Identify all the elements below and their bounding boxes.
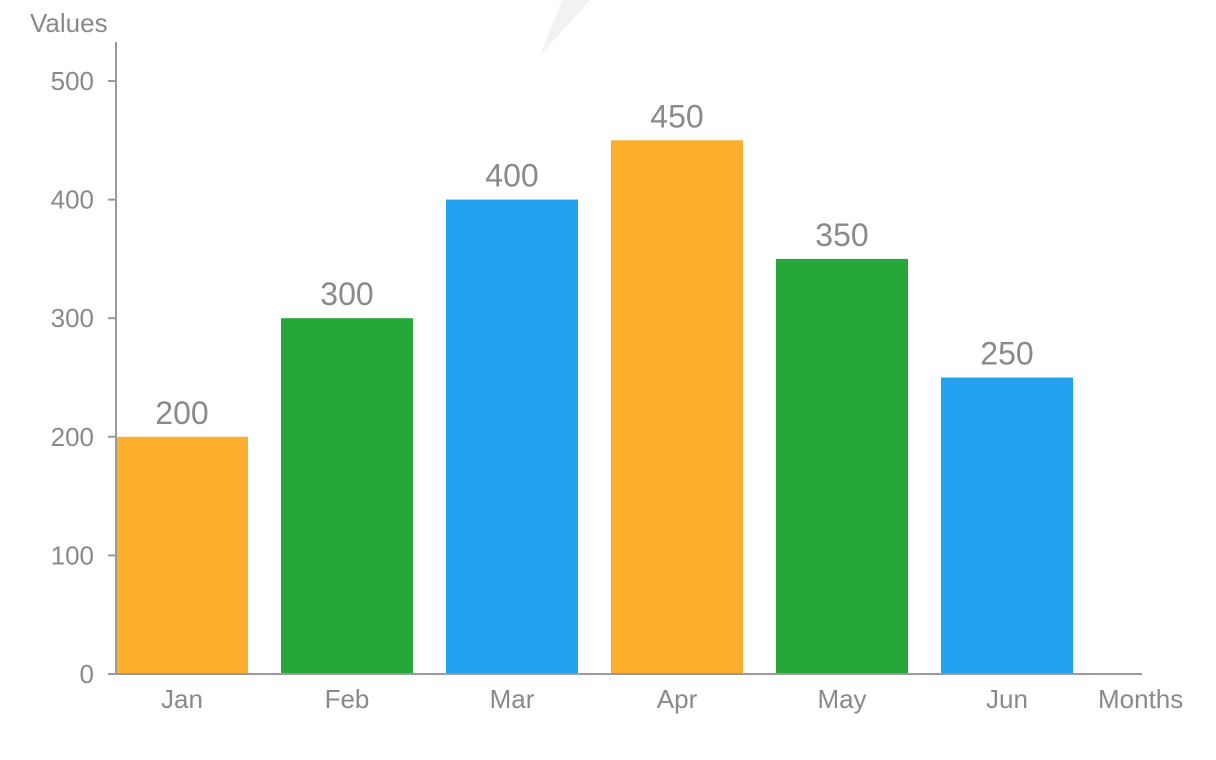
bar-may bbox=[776, 258, 908, 674]
data-label: 450 bbox=[650, 98, 703, 134]
bar-feb bbox=[281, 318, 413, 674]
x-category-label: May bbox=[817, 684, 866, 714]
bar-mar bbox=[446, 199, 578, 674]
x-category-label: Mar bbox=[490, 684, 535, 714]
watermark-shape bbox=[540, 0, 590, 56]
y-tick-label: 100 bbox=[51, 540, 94, 570]
data-label: 200 bbox=[155, 395, 208, 431]
y-axis-ticks: 0 100 200 300 400 500 bbox=[51, 66, 116, 689]
data-label: 350 bbox=[815, 217, 868, 253]
x-axis-title: Months bbox=[1098, 684, 1183, 714]
y-tick-label: 500 bbox=[51, 66, 94, 96]
data-labels: 200 300 400 450 350 250 bbox=[155, 98, 1033, 431]
y-tick-label: 200 bbox=[51, 422, 94, 452]
data-label: 250 bbox=[980, 336, 1033, 372]
bar-apr bbox=[611, 140, 743, 675]
x-category-label: Apr bbox=[657, 684, 698, 714]
y-tick-label: 0 bbox=[80, 659, 94, 689]
x-category-label: Jan bbox=[161, 684, 203, 714]
bar-jan bbox=[116, 436, 248, 674]
y-axis-title: Values bbox=[30, 8, 108, 38]
x-category-label: Feb bbox=[325, 684, 370, 714]
x-axis-labels: Jan Feb Mar Apr May Jun bbox=[161, 684, 1028, 714]
data-label: 300 bbox=[320, 276, 373, 312]
bar-series bbox=[116, 140, 1073, 675]
bar-jun bbox=[941, 377, 1073, 674]
x-category-label: Jun bbox=[986, 684, 1028, 714]
data-label: 400 bbox=[485, 158, 538, 194]
y-tick-label: 400 bbox=[51, 185, 94, 215]
y-tick-label: 300 bbox=[51, 303, 94, 333]
